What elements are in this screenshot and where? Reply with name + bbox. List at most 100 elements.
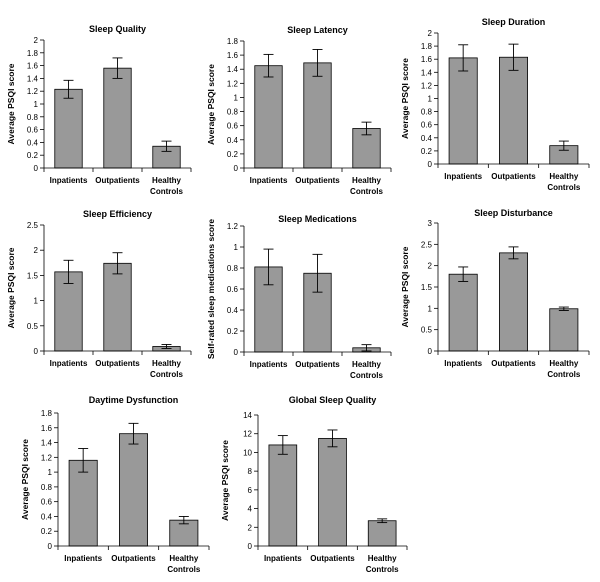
category-label-3: Healthy Controls <box>350 360 383 380</box>
y-tick-label: 0.8 <box>227 108 239 117</box>
y-tick-label: 1.4 <box>41 439 53 448</box>
y-tick-label: 3 <box>428 219 433 228</box>
y-axis-label: Average PSQI score <box>6 63 16 144</box>
y-tick-label: 1.8 <box>421 42 433 51</box>
chart-panel-8: Global Sleep Quality Average PSQI score In… <box>220 395 408 574</box>
bar-1 <box>448 57 478 165</box>
y-tick-label: 1.5 <box>27 271 39 280</box>
bar-2 <box>303 62 332 169</box>
y-tick-label: 0.6 <box>227 285 239 294</box>
category-label-1: Inpatients <box>50 176 88 185</box>
y-tick-label: 1.2 <box>421 81 433 90</box>
category-label-1: Inpatients <box>250 360 288 369</box>
panel-title: Sleep Quality <box>89 24 146 34</box>
y-tick-label: 2 <box>428 29 433 38</box>
category-label-2: Outpatients <box>95 359 140 368</box>
y-tick-label: 1.8 <box>41 409 53 418</box>
y-tick-label: 1.6 <box>41 424 53 433</box>
y-tick-label: 1.2 <box>41 453 53 462</box>
y-axis-label: Average PSQI score <box>20 439 30 520</box>
category-label-2: Outpatients <box>111 554 156 563</box>
y-tick-label: 1 <box>428 95 433 104</box>
y-tick-label: 1.5 <box>421 283 433 292</box>
bar-2 <box>103 67 132 169</box>
y-tick-label: 1.2 <box>227 222 239 231</box>
category-label-3: Healthy Controls <box>547 359 580 379</box>
category-label-2: Outpatients <box>491 359 536 368</box>
category-label-2: Outpatients <box>295 360 340 369</box>
y-axis-label: Self-rated sleep medications score <box>206 219 216 360</box>
category-label-3: Healthy Controls <box>547 172 580 192</box>
y-tick-label: 0 <box>234 348 239 357</box>
y-tick-label: 0.4 <box>227 306 239 315</box>
bar-1 <box>448 273 478 352</box>
chart-panel-3: Sleep Duration Average PSQI score Inpatien… <box>400 17 590 192</box>
category-label-1: Inpatients <box>264 554 302 563</box>
category-label-1: Inpatients <box>50 359 88 368</box>
y-tick-label: 1.8 <box>27 49 39 58</box>
category-label-3: Healthy Controls <box>150 176 183 196</box>
y-tick-label: 0.5 <box>421 326 433 335</box>
category-label-3: Healthy Controls <box>167 554 200 574</box>
y-tick-label: 0 <box>428 347 433 356</box>
y-tick-label: 0.8 <box>27 113 39 122</box>
y-axis-label: Average PSQI score <box>400 58 410 139</box>
y-tick-label: 1.4 <box>27 74 39 83</box>
panel-title: Global Sleep Quality <box>289 395 377 405</box>
chart-panel-4: Sleep Efficiency Average PSQI score Inpati… <box>6 209 192 379</box>
y-tick-label: 0.8 <box>41 483 53 492</box>
y-tick-label: 1.2 <box>27 87 39 96</box>
panel-title: Sleep Efficiency <box>83 209 152 219</box>
y-tick-label: 0.2 <box>421 147 433 156</box>
y-tick-label: 0.4 <box>421 134 433 143</box>
y-tick-label: 0.2 <box>227 327 239 336</box>
y-tick-label: 2 <box>428 262 433 271</box>
y-tick-label: 1.4 <box>421 68 433 77</box>
y-tick-label: 0 <box>48 542 53 551</box>
category-label-2: Outpatients <box>491 172 536 181</box>
y-axis-label: Average PSQI score <box>206 64 216 145</box>
y-tick-label: 0 <box>34 347 39 356</box>
y-tick-label: 0 <box>234 164 239 173</box>
panel-title: Sleep Latency <box>287 25 348 35</box>
chart-panel-5: Sleep Medications Self-rated sleep medica… <box>206 214 392 380</box>
y-tick-label: 1.8 <box>227 37 239 46</box>
bar-1 <box>54 88 83 169</box>
y-tick-label: 0.8 <box>421 108 433 117</box>
y-tick-label: 1.6 <box>27 62 39 71</box>
y-tick-label: 12 <box>243 430 252 439</box>
y-tick-label: 0 <box>248 542 253 551</box>
bar-2 <box>499 252 528 352</box>
y-tick-label: 0 <box>428 160 433 169</box>
y-tick-label: 0.6 <box>27 126 39 135</box>
category-label-2: Outpatients <box>295 176 340 185</box>
bar-1 <box>54 271 83 352</box>
y-tick-label: 6 <box>248 486 253 495</box>
y-axis-label: Average PSQI score <box>6 247 16 328</box>
y-tick-label: 1.4 <box>227 65 239 74</box>
y-tick-label: 2 <box>248 523 253 532</box>
y-tick-label: 0.2 <box>41 527 53 536</box>
y-tick-label: 0.4 <box>27 138 39 147</box>
y-tick-label: 1 <box>234 243 239 252</box>
y-tick-label: 1.2 <box>227 79 239 88</box>
bar-2 <box>499 56 528 165</box>
y-tick-label: 0.4 <box>227 136 239 145</box>
y-tick-label: 1 <box>34 297 39 306</box>
y-tick-label: 0.6 <box>227 122 239 131</box>
panel-title: Sleep Medications <box>278 214 357 224</box>
category-label-3: Healthy Controls <box>350 176 383 196</box>
y-tick-label: 0.6 <box>421 121 433 130</box>
y-tick-label: 1 <box>428 304 433 313</box>
y-tick-label: 1 <box>34 100 39 109</box>
y-tick-label: 1 <box>234 93 239 102</box>
y-tick-label: 0.8 <box>227 264 239 273</box>
y-tick-label: 0.2 <box>227 150 239 159</box>
y-axis-label: Average PSQI score <box>220 440 230 521</box>
category-label-1: Inpatients <box>444 172 482 181</box>
y-tick-label: 1.6 <box>227 51 239 60</box>
y-tick-label: 0.2 <box>27 151 39 160</box>
chart-panel-6: Sleep Disturbance Average PSQI score Inpat… <box>400 208 590 379</box>
y-tick-label: 2.5 <box>421 240 433 249</box>
